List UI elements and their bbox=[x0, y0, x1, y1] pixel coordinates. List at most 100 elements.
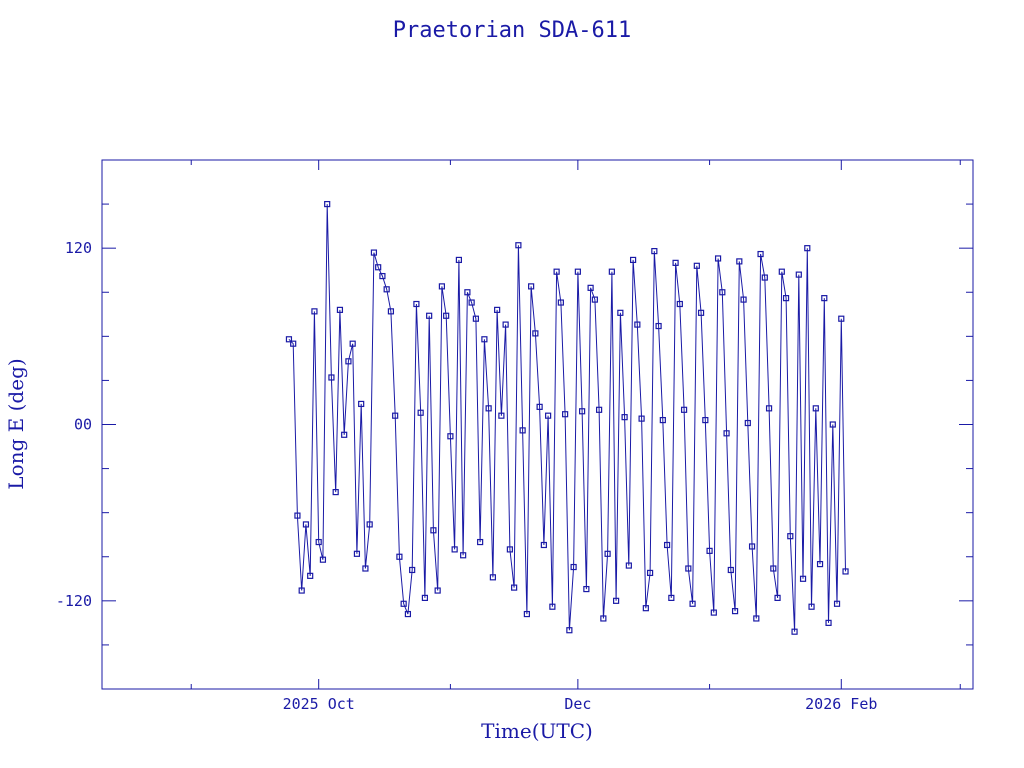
data-point bbox=[298, 587, 305, 594]
data-point bbox=[417, 409, 424, 416]
data-point bbox=[311, 308, 318, 315]
data-point bbox=[638, 415, 645, 422]
data-point bbox=[613, 597, 620, 604]
data-point bbox=[761, 274, 768, 281]
data-point bbox=[617, 309, 624, 316]
data-point bbox=[557, 299, 564, 306]
data-point bbox=[485, 405, 492, 412]
data-point bbox=[736, 258, 743, 265]
data-point bbox=[468, 299, 475, 306]
data-point bbox=[702, 416, 709, 424]
data-point bbox=[634, 321, 641, 328]
data-point bbox=[625, 562, 632, 569]
data-point bbox=[804, 245, 811, 252]
data-point bbox=[366, 521, 373, 528]
data-point bbox=[583, 585, 590, 593]
data-point bbox=[392, 412, 399, 419]
data-point bbox=[723, 430, 730, 437]
data-point bbox=[663, 541, 671, 549]
data-point bbox=[426, 312, 433, 319]
y-tick-label: -120 bbox=[56, 592, 92, 610]
data-point bbox=[574, 268, 581, 275]
data-point bbox=[328, 374, 335, 381]
data-point bbox=[349, 340, 356, 347]
data-point bbox=[421, 594, 429, 601]
data-point bbox=[744, 419, 751, 427]
data-point bbox=[345, 358, 352, 365]
data-point bbox=[710, 609, 717, 616]
data-point bbox=[362, 565, 369, 572]
data-point bbox=[579, 408, 586, 415]
data-point bbox=[680, 406, 688, 413]
data-point bbox=[621, 414, 628, 421]
data-point bbox=[795, 271, 802, 278]
data-point bbox=[748, 543, 756, 550]
data-point bbox=[536, 403, 543, 410]
plot-frame bbox=[101, 159, 974, 690]
data-point bbox=[302, 521, 310, 528]
data-point bbox=[285, 336, 293, 343]
data-point bbox=[307, 572, 314, 579]
y-axis: 120 00 -120 bbox=[56, 203, 973, 646]
data-point bbox=[774, 594, 781, 601]
data-point bbox=[600, 615, 607, 622]
data-point bbox=[528, 283, 535, 290]
data-point bbox=[370, 249, 378, 256]
x-tick-label: 2025 Oct bbox=[283, 695, 355, 713]
data-point bbox=[515, 242, 522, 249]
data-point bbox=[727, 566, 734, 574]
data-point bbox=[353, 550, 361, 557]
data-point bbox=[545, 412, 552, 419]
data-point bbox=[646, 569, 654, 577]
data-point bbox=[808, 603, 815, 610]
data-point bbox=[341, 431, 348, 438]
data-point bbox=[765, 405, 773, 412]
data-point bbox=[833, 600, 841, 607]
data-point bbox=[540, 541, 547, 549]
data-point bbox=[502, 321, 509, 328]
data-point bbox=[829, 421, 836, 428]
x-tick-label: Dec bbox=[564, 695, 591, 713]
data-point bbox=[455, 256, 462, 264]
x-axis: 2025 Oct Dec 2026 Feb bbox=[190, 160, 961, 713]
y-tick-label: 120 bbox=[65, 239, 92, 257]
data-point bbox=[719, 289, 726, 296]
data-point bbox=[494, 306, 501, 313]
y-axis-label: Long E (deg) bbox=[4, 358, 28, 489]
data-point bbox=[676, 300, 683, 308]
data-point bbox=[642, 605, 649, 612]
data-point bbox=[838, 315, 845, 322]
data-point bbox=[787, 533, 794, 540]
data-point bbox=[315, 538, 322, 546]
data-point bbox=[672, 259, 679, 266]
data-point bbox=[842, 568, 849, 575]
data-point bbox=[532, 330, 539, 337]
data-point bbox=[523, 610, 530, 618]
data-point bbox=[604, 550, 611, 557]
plot-area bbox=[285, 200, 849, 635]
data-point bbox=[387, 308, 395, 315]
data-point bbox=[324, 200, 331, 208]
data-point bbox=[782, 295, 790, 302]
data-point bbox=[562, 411, 569, 418]
data-point bbox=[477, 538, 484, 546]
data-point bbox=[596, 406, 603, 413]
data-point bbox=[668, 594, 675, 601]
data-point bbox=[587, 284, 594, 291]
data-point bbox=[812, 405, 819, 412]
y-tick-label: 00 bbox=[74, 416, 92, 434]
data-point bbox=[549, 603, 556, 610]
data-point bbox=[706, 547, 713, 554]
data-point bbox=[608, 268, 615, 275]
data-point bbox=[290, 340, 297, 347]
data-point bbox=[825, 619, 832, 626]
data-point bbox=[332, 488, 339, 496]
data-point bbox=[731, 608, 739, 615]
data-point bbox=[659, 416, 666, 424]
series-line bbox=[288, 204, 846, 632]
data-point bbox=[358, 400, 365, 408]
data-point bbox=[821, 295, 828, 302]
data-point bbox=[519, 427, 526, 434]
data-point bbox=[553, 268, 560, 275]
